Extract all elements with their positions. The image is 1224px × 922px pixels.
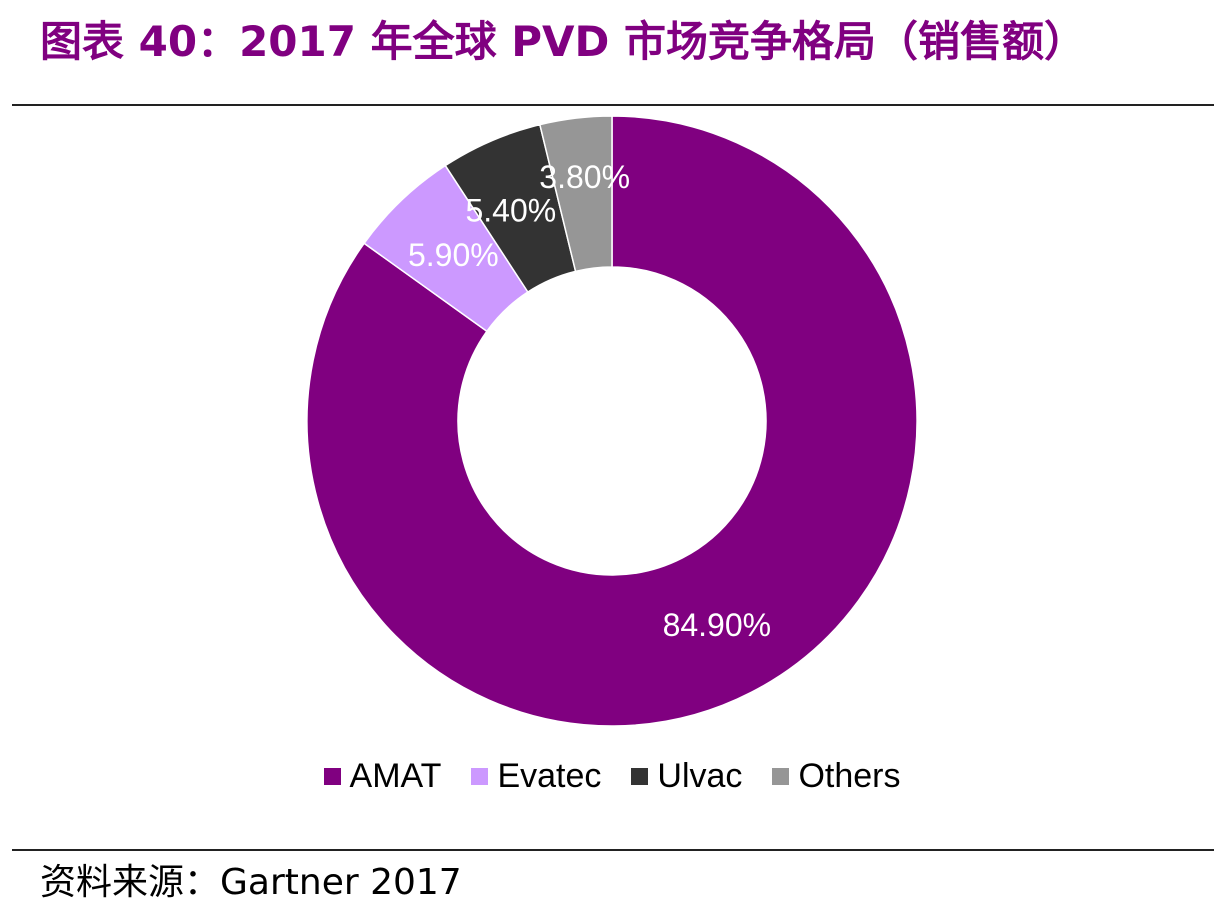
legend-swatch-ulvac [631,767,649,785]
legend-label-others: Others [798,756,901,795]
slice-others [538,115,613,273]
data-label-ulvac: 5.40% [465,192,556,228]
legend-label-amat: AMAT [349,756,442,795]
legend-swatch-amat [323,767,341,785]
source-note: 资料来源：Gartner 2017 [40,862,462,903]
slice-amat [306,115,918,727]
data-label-others: 3.80% [539,159,630,195]
top-divider [12,104,1214,106]
legend-item-others: Others [772,757,900,796]
legend-label-ulvac: Ulvac [657,756,743,795]
legend-swatch-others [772,767,790,785]
data-label-evatec: 5.90% [408,237,499,273]
bottom-divider [12,849,1214,851]
chart-title: 图表 40：2017 年全球 PVD 市场竞争格局（销售额） [40,17,1086,66]
legend-item-evatec: Evatec [471,757,601,796]
chart-legend: AMAT Evatec Ulvac Others [0,754,1224,798]
legend-item-amat: AMAT [323,756,442,796]
legend-swatch-evatec [471,767,489,785]
legend-item-ulvac: Ulvac [631,757,742,796]
data-label-amat: 84.90% [663,607,772,643]
legend-label-evatec: Evatec [497,756,602,795]
